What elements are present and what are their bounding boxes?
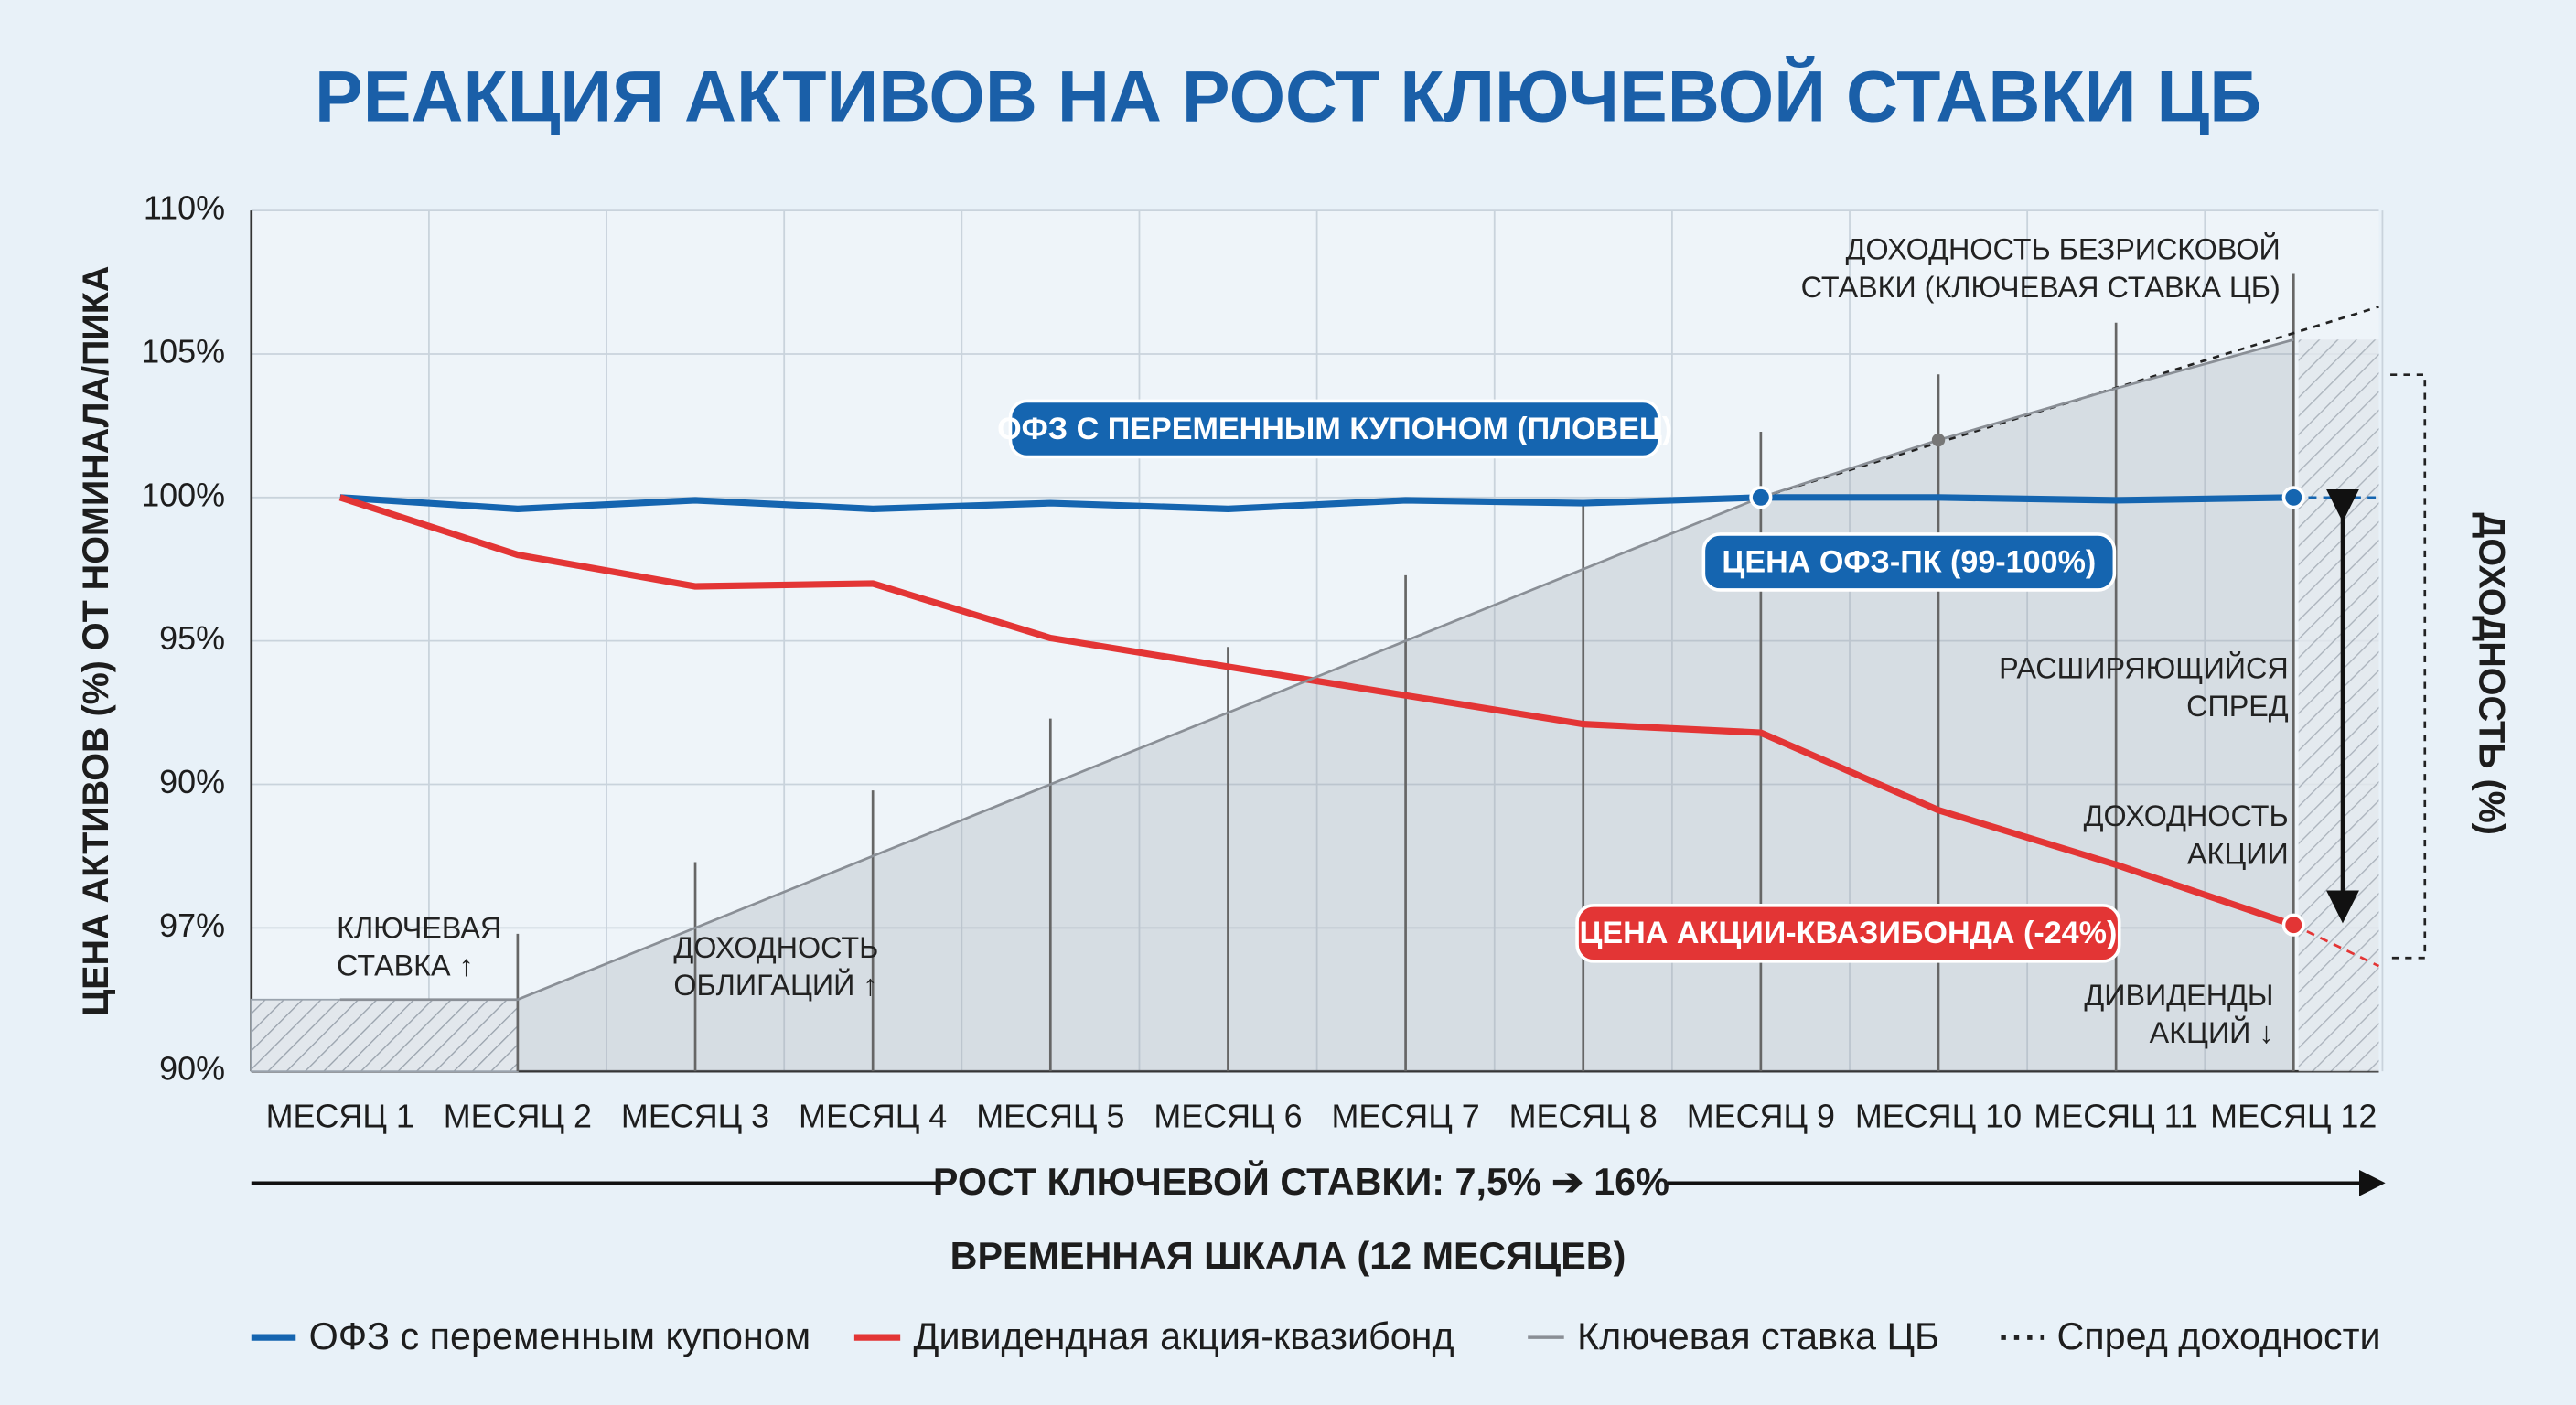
series-point xyxy=(2281,913,2305,937)
series-point xyxy=(2281,486,2305,509)
x-tick-label: МЕСЯЦ 1 xyxy=(266,1098,414,1135)
annotation: СТАВКИ (КЛЮЧЕВАЯ СТАВКА ЦБ) xyxy=(1801,271,2281,304)
x-tick-label: МЕСЯЦ 12 xyxy=(2210,1098,2377,1135)
x-tick-label: МЕСЯЦ 8 xyxy=(1509,1098,1658,1135)
y-tick-label: 100% xyxy=(141,476,225,513)
x-tick-label: МЕСЯЦ 4 xyxy=(799,1098,947,1135)
callout-pill xyxy=(1701,532,2117,592)
annotation: ОБЛИГАЦИЙ ↑ xyxy=(673,968,877,1002)
callout-pill xyxy=(1008,399,1661,459)
y-tick-label: 110% xyxy=(144,189,225,227)
annotation: АКЦИИ xyxy=(2187,837,2289,870)
y2-axis-label: ДОХОДНОСТЬ (%) xyxy=(2471,512,2511,835)
legend-label: Дивидендная акция-квазибонд xyxy=(914,1315,1454,1357)
y-axis-label: ЦЕНА АКТИВОВ (%) ОТ НОМИНАЛА/ПИКА xyxy=(76,266,116,1016)
y-tick-label: 90% xyxy=(159,763,225,800)
x-tick-label: МЕСЯЦ 5 xyxy=(976,1098,1124,1135)
annotation: СПРЕД xyxy=(2186,690,2289,723)
annotation: ДОХОДНОСТЬ БЕЗРИСКОВОЙ xyxy=(1846,232,2281,266)
bracket xyxy=(2390,373,2427,960)
annotation: ДОХОДНОСТЬ xyxy=(2084,799,2289,832)
rate-point xyxy=(1931,433,1946,447)
key-rate-area xyxy=(339,339,2294,1072)
x-tick-label: МЕСЯЦ 9 xyxy=(1687,1098,1835,1135)
x-tick-label: МЕСЯЦ 7 xyxy=(1331,1098,1479,1135)
series-line xyxy=(338,494,2295,928)
series-extension xyxy=(2292,923,2380,968)
annotation: СТАВКА ↑ xyxy=(337,949,474,982)
x-tick-label: МЕСЯЦ 2 xyxy=(444,1098,592,1135)
hatch-left xyxy=(250,998,519,1073)
annotation: АКЦИЙ ↓ xyxy=(2150,1015,2274,1049)
series-point xyxy=(1749,486,1773,509)
series-line xyxy=(339,338,2294,1002)
legend-label: Спред доходности xyxy=(2056,1315,2380,1357)
annotation: ДИВИДЕНДЫ xyxy=(2084,979,2273,1012)
x-tick-label: МЕСЯЦ 10 xyxy=(1855,1098,2022,1135)
x-arrow-label: РОСТ КЛЮЧЕВОЙ СТАВКИ: 7,5% ➔ 16% xyxy=(933,1161,1669,1203)
x-tick-label: МЕСЯЦ 3 xyxy=(621,1098,769,1135)
y-tick-label: 90% xyxy=(159,1050,225,1088)
annotation: ДОХОДНОСТЬ xyxy=(673,931,878,964)
spread-line xyxy=(1760,306,2379,499)
legend-label: ОФЗ с переменным купоном xyxy=(309,1315,811,1357)
x-tick-label: МЕСЯЦ 11 xyxy=(2034,1098,2198,1135)
series-line xyxy=(339,494,2294,512)
annotation: РАСШИРЯЮЩИЙСЯ xyxy=(1999,651,2289,685)
x-arrow-label-bg xyxy=(936,1154,1668,1211)
chart-title: РЕАКЦИЯ АКТИВОВ НА РОСТ КЛЮЧЕВОЙ СТАВКИ … xyxy=(315,54,2261,136)
plot: 110% 105% 100% 95% 90% 97% 90% МЕСЯЦ 1 МЕСЯЦ 2 МЕ… xyxy=(141,189,2427,1357)
x-axis-label: ВРЕМЕННАЯ ШКАЛА (12 МЕСЯЦЕВ) xyxy=(950,1235,1626,1277)
y-tick-label: 105% xyxy=(141,332,225,370)
annotation: КЛЮЧЕВАЯ xyxy=(337,911,501,944)
callout-text: ЦЕНА ОФЗ-ПК (99-100%) xyxy=(1722,544,2096,579)
legend-label: Ключевая ставка ЦБ xyxy=(1577,1315,1939,1357)
callout-text: ЦЕНА АКЦИИ-КВАЗИБОНДА (-24%) xyxy=(1579,916,2117,950)
callout-text: ОФЗ С ПЕРЕМЕННЫМ КУПОНОМ (ПЛОВЕЦ) xyxy=(997,412,1672,446)
callout-pill xyxy=(1575,903,2121,963)
y-tick-label: 97% xyxy=(159,906,225,944)
y-tick-label: 95% xyxy=(159,619,225,657)
x-tick-label: МЕСЯЦ 6 xyxy=(1154,1098,1302,1135)
